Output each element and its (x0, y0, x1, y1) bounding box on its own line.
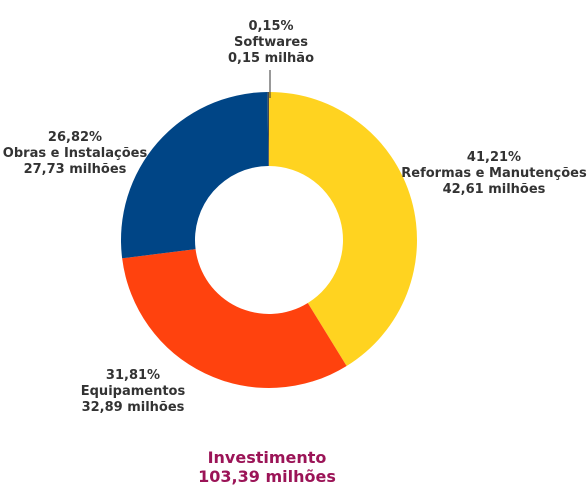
donut-slices (121, 92, 417, 388)
slice-label-softwares: 0,15% Softwares 0,15 milhão (228, 19, 314, 66)
total-value: 103,39 milhões (198, 467, 336, 486)
slice-label-name: Equipamentos (81, 384, 186, 399)
slice-label-value: 0,15 milhão (228, 51, 314, 66)
slice-label-equipamentos: 31,81% Equipamentos 32,89 milhões (81, 368, 186, 415)
slice-label-reformas: 41,21% Reformas e Manutenções 42,61 milh… (401, 150, 587, 197)
slice-label-value: 32,89 milhões (82, 400, 185, 415)
slice-label-name: Reformas e Manutenções (401, 166, 587, 181)
total-title: Investimento (208, 448, 327, 467)
donut-slice-reformas-e-manuten-es (269, 92, 417, 367)
slice-label-name: Obras e Instalações (3, 146, 148, 161)
slice-label-percent: 31,81% (106, 368, 160, 383)
slice-label-obras: 26,82% Obras e Instalações 27,73 milhões (3, 130, 148, 177)
slice-label-name: Softwares (234, 35, 308, 50)
slice-label-value: 27,73 milhões (24, 162, 127, 177)
donut-slice-obras-e-instala-es (121, 92, 269, 259)
slice-label-percent: 26,82% (48, 130, 102, 145)
slice-label-percent: 41,21% (467, 150, 521, 165)
slice-label-value: 42,61 milhões (443, 182, 546, 197)
donut-slice-equipamentos (122, 249, 347, 388)
donut-slice-softwares (267, 92, 269, 167)
slice-label-percent: 0,15% (248, 19, 293, 34)
